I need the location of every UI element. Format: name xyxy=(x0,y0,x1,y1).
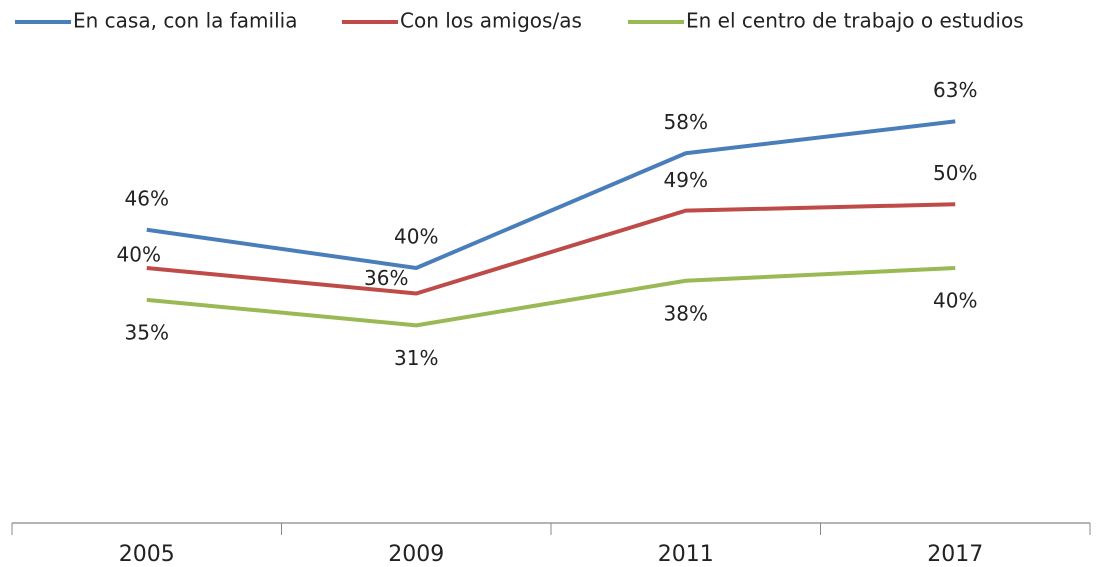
x-tick-label: 2017 xyxy=(927,542,983,567)
legend-label: En el centro de trabajo o estudios xyxy=(686,9,1024,33)
x-tick-label: 2011 xyxy=(658,542,714,567)
series-line xyxy=(146,119,956,270)
x-tick-label: 2005 xyxy=(119,542,175,567)
x-tick-label: 2009 xyxy=(388,542,444,567)
data-label: 40% xyxy=(117,243,161,267)
data-label: 36% xyxy=(364,266,408,290)
data-label: 49% xyxy=(664,168,708,192)
data-label: 58% xyxy=(664,110,708,134)
data-label: 31% xyxy=(394,346,438,370)
data-label: 46% xyxy=(125,186,169,210)
legend-label: Con los amigos/as xyxy=(400,9,582,33)
data-label: 35% xyxy=(125,320,169,344)
series-line xyxy=(146,202,956,296)
data-label: 40% xyxy=(933,289,977,313)
data-label: 63% xyxy=(933,78,977,102)
data-label: 40% xyxy=(394,225,438,249)
data-label: 50% xyxy=(933,161,977,185)
series-line xyxy=(146,266,956,328)
legend-label: En casa, con la familia xyxy=(73,9,297,33)
data-label: 38% xyxy=(664,301,708,325)
